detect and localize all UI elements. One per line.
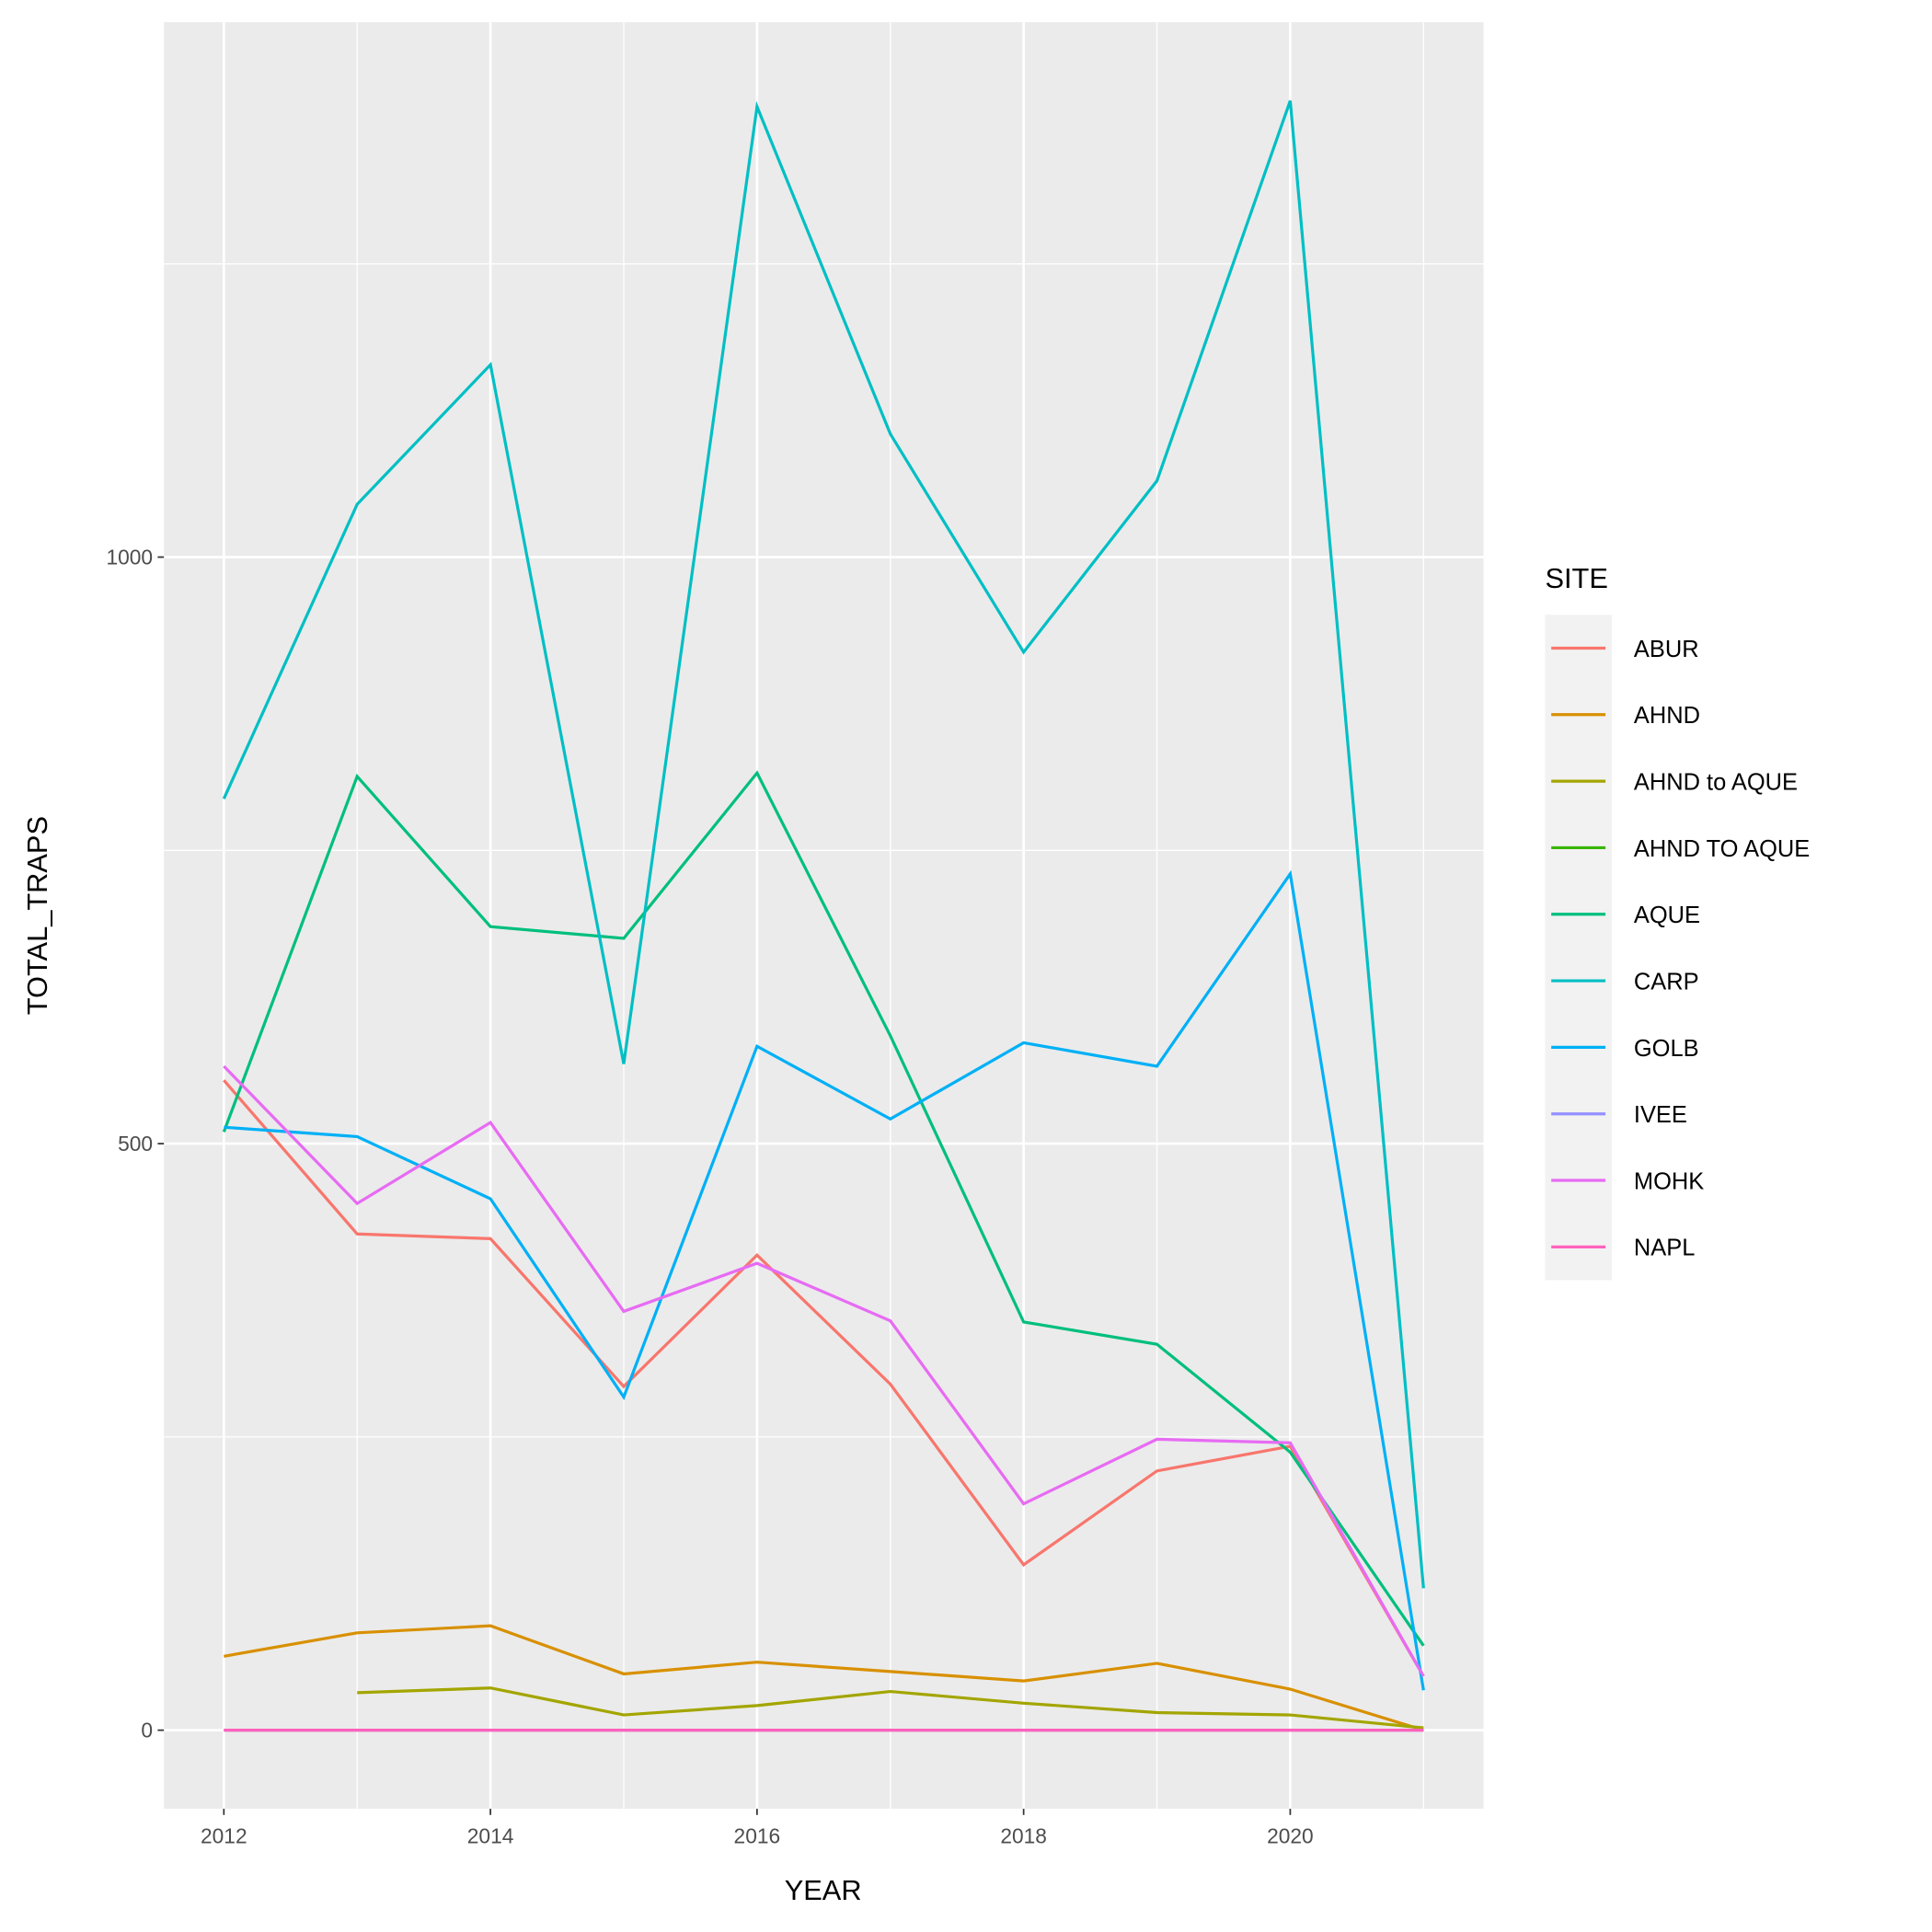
series-line-aque [222,770,1425,1647]
x-tick-label: 2014 [467,1824,514,1848]
legend-key-background [1545,615,1612,1281]
series-line-ahnd-to-aque [357,1686,1424,1730]
legend-label: AHND [1634,703,1700,729]
y-tick-label: 500 [118,1132,153,1156]
legend-label: NAPL [1634,1236,1695,1261]
legend-label: CARP [1634,969,1699,995]
y-axis-label: TOTAL_TRAPS [21,816,53,1015]
legend-label: ABUR [1634,637,1699,662]
legend-label: MOHK [1634,1168,1704,1194]
legend-label: GOLB [1634,1036,1699,1062]
plot-panel [164,22,1484,1810]
series-line-golb [224,869,1425,1691]
series-line-ahnd [224,1624,1424,1732]
series-line-mohk [223,1064,1425,1677]
x-axis-label: YEAR [785,1874,862,1906]
x-tick-label: 2016 [734,1824,781,1848]
legend: SITE ABUR AHND AHND to AQUE AHND TO AQUE AQU… [1545,562,1810,1281]
legend-label: AQUE [1634,903,1700,928]
y-tick-label: 0 [141,1719,153,1742]
legend-label: IVEE [1634,1102,1687,1128]
x-tick-label: 2018 [1000,1824,1047,1848]
legend-label: AHND to AQUE [1634,769,1798,795]
series-line-carp [222,100,1425,1589]
legend-title: SITE [1545,562,1607,594]
y-tick-label: 1000 [106,546,153,569]
series-line-abur [223,1079,1425,1677]
legend-label: AHND TO AQUE [1634,836,1810,862]
x-tick-label: 2012 [201,1824,247,1848]
x-tick-label: 2020 [1267,1824,1314,1848]
